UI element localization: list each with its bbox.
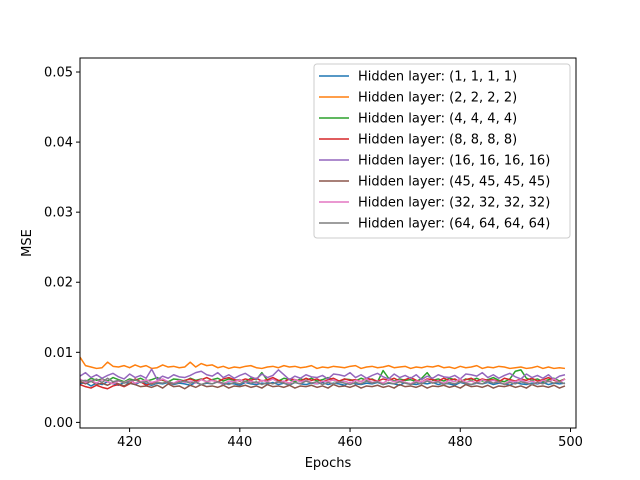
x-tick-label: 480 bbox=[448, 435, 473, 450]
y-tick-label: 0.05 bbox=[44, 66, 73, 81]
y-tick-label: 0.04 bbox=[44, 136, 73, 151]
y-tick-label: 0.01 bbox=[44, 346, 73, 361]
legend-box bbox=[313, 63, 571, 239]
y-axis-label: MSE bbox=[20, 229, 35, 257]
legend-label-7: Hidden layer: (32, 32, 32, 32) bbox=[358, 196, 550, 211]
y-tick-label: 0.02 bbox=[44, 276, 73, 291]
y-ticks: 0.00 0.01 0.02 0.03 0.04 0.05 bbox=[44, 66, 80, 431]
plot-frame bbox=[79, 57, 577, 429]
legend-label-1: Hidden layer: (1, 1, 1, 1) bbox=[358, 70, 517, 85]
series-layer bbox=[79, 356, 566, 390]
x-axis-label: Epochs bbox=[305, 456, 352, 471]
series-line-2 bbox=[79, 356, 566, 370]
legend-label-8: Hidden layer: (64, 64, 64, 64) bbox=[358, 217, 550, 232]
legend-label-6: Hidden layer: (45, 45, 45, 45) bbox=[358, 175, 550, 190]
legend-label-5: Hidden layer: (16, 16, 16, 16) bbox=[358, 154, 550, 169]
x-ticks: 420 440 460 480 500 bbox=[117, 428, 583, 450]
x-tick-label: 440 bbox=[227, 435, 252, 450]
series-line-6 bbox=[79, 380, 566, 390]
legend-label-4: Hidden layer: (8, 8, 8, 8) bbox=[358, 133, 517, 148]
x-tick-label: 420 bbox=[117, 435, 142, 450]
legend: Hidden layer: (1, 1, 1, 1) Hidden layer: … bbox=[313, 63, 571, 239]
legend-label-3: Hidden layer: (4, 4, 4, 4) bbox=[358, 112, 517, 127]
x-tick-label: 500 bbox=[558, 435, 583, 450]
series-line-8 bbox=[79, 377, 566, 386]
x-tick-label: 460 bbox=[338, 435, 363, 450]
legend-label-2: Hidden layer: (2, 2, 2, 2) bbox=[358, 91, 517, 106]
series-line-5 bbox=[79, 368, 566, 381]
series-line-7 bbox=[79, 378, 566, 385]
y-tick-label: 0.00 bbox=[44, 416, 73, 431]
y-tick-label: 0.03 bbox=[44, 206, 73, 221]
